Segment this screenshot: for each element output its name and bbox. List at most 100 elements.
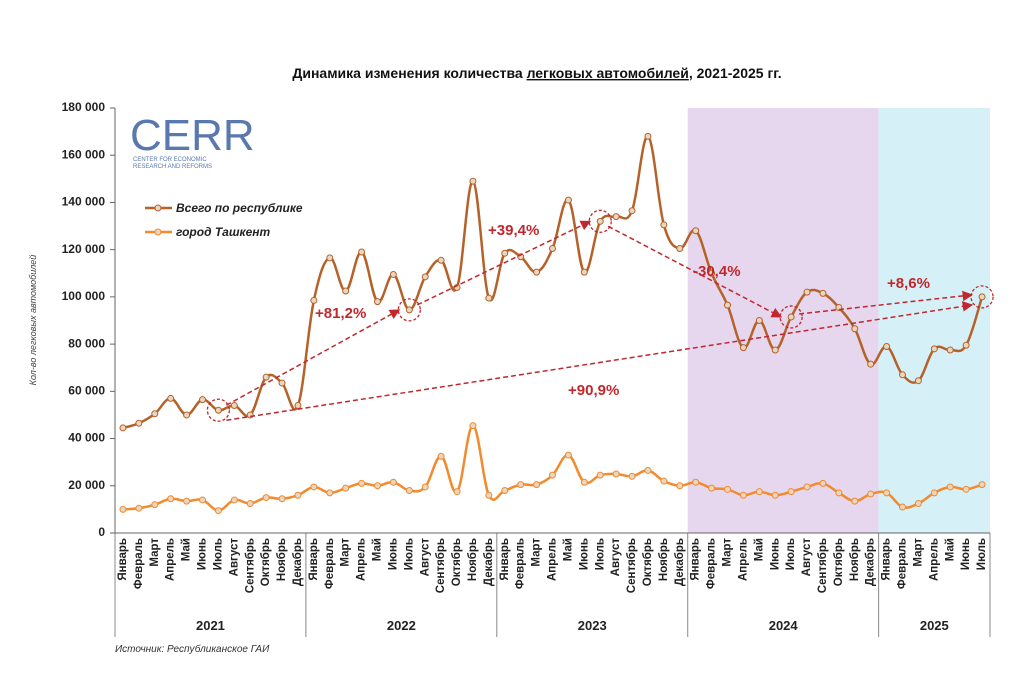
point	[405, 487, 413, 494]
logo: CERR	[130, 111, 255, 160]
x-tick-label: Январь	[117, 538, 129, 581]
point	[246, 499, 254, 507]
point	[644, 466, 652, 474]
point	[628, 207, 636, 215]
point	[167, 495, 175, 503]
x-tick-label: Апрель	[928, 538, 940, 581]
x-tick-label: Июнь	[197, 538, 209, 570]
point	[914, 377, 922, 385]
x-tick-label: Декабрь	[865, 538, 877, 586]
annotation: +81,2%	[315, 305, 366, 322]
point	[342, 484, 350, 492]
point	[294, 491, 302, 499]
point	[867, 490, 875, 498]
point	[660, 221, 668, 229]
x-tick-label: Февраль	[897, 538, 909, 589]
point	[358, 248, 366, 256]
annotation: +8,6%	[887, 275, 930, 292]
point	[549, 244, 556, 252]
year-label: 2023	[578, 618, 607, 633]
logo-subtitle: RESEARCH AND REFORMS	[133, 164, 212, 170]
point	[469, 177, 477, 185]
x-tick-label: Март	[340, 538, 352, 567]
point	[978, 481, 986, 489]
x-tick-label: Май	[181, 538, 193, 561]
highlight	[970, 285, 994, 309]
chart-title: Динамика изменения количества легковых а…	[292, 65, 781, 81]
annotation-arrow	[607, 225, 783, 318]
year-label: 2021	[196, 618, 225, 633]
point	[183, 411, 191, 419]
y-tick-label: 20 000	[68, 478, 105, 492]
x-tick-label: Октябрь	[451, 538, 463, 586]
point	[533, 481, 541, 489]
annotation: -30,4%	[693, 263, 741, 280]
point	[962, 485, 970, 493]
point	[135, 504, 143, 512]
annotation-arrow	[226, 301, 974, 421]
point	[676, 482, 684, 490]
point	[151, 501, 159, 509]
title-part: , 2021-2025 гг.	[689, 65, 782, 81]
point	[230, 402, 238, 409]
x-tick-label: Июнь	[387, 538, 399, 570]
x-tick-label: Декабрь	[674, 538, 686, 586]
point	[389, 270, 397, 278]
y-tick-label: 120 000	[62, 242, 106, 256]
annotation-arrow	[799, 290, 974, 315]
point	[119, 424, 127, 432]
point	[549, 471, 556, 479]
point	[501, 249, 509, 257]
x-tick-label: Август	[228, 538, 240, 577]
point	[851, 325, 859, 333]
x-tick-label: Июль	[212, 538, 224, 570]
point	[978, 293, 986, 301]
point	[580, 478, 588, 486]
x-tick-label: Ноябрь	[467, 538, 479, 581]
point	[230, 496, 238, 504]
year-label: 2025	[920, 618, 949, 633]
point	[421, 273, 429, 281]
point	[119, 505, 127, 513]
x-tick-label: Октябрь	[260, 538, 272, 586]
point	[803, 483, 811, 491]
title-part: Динамика изменения количества	[292, 65, 526, 81]
x-tick-label: Январь	[881, 538, 893, 581]
x-tick-label: Сентябрь	[435, 538, 447, 593]
point	[851, 497, 859, 505]
highlight	[206, 398, 231, 422]
point	[214, 406, 222, 414]
highlight	[779, 305, 803, 329]
point	[914, 499, 922, 507]
point	[374, 298, 381, 306]
x-tick-label: Октябрь	[642, 538, 654, 586]
point	[310, 483, 318, 491]
x-tick-label: Февраль	[515, 538, 527, 589]
x-tick-label: Июль	[976, 538, 988, 570]
point	[501, 487, 509, 494]
source: Источник: Республиканское ГАИ	[115, 643, 270, 655]
point	[564, 196, 572, 204]
point	[755, 317, 763, 324]
x-tick-label: Август	[419, 538, 431, 577]
x-tick-label: Февраль	[324, 538, 336, 589]
y-tick-label: 180 000	[62, 100, 106, 114]
point	[342, 287, 350, 295]
point	[358, 479, 366, 487]
point	[644, 132, 652, 140]
point	[739, 344, 747, 352]
point	[787, 313, 795, 321]
x-tick-label: Февраль	[706, 538, 718, 589]
x-tick-label: Январь	[690, 538, 702, 581]
point	[835, 489, 843, 497]
y-tick-label: 100 000	[62, 289, 106, 303]
annotation-arrow	[416, 220, 592, 306]
x-tick-label: Июль	[594, 538, 606, 570]
x-tick-label: Апрель	[356, 538, 368, 581]
x-tick-label: Февраль	[133, 538, 145, 589]
point	[612, 470, 620, 478]
point	[214, 507, 222, 515]
point	[389, 478, 397, 486]
x-tick-label: Апрель	[547, 538, 559, 581]
